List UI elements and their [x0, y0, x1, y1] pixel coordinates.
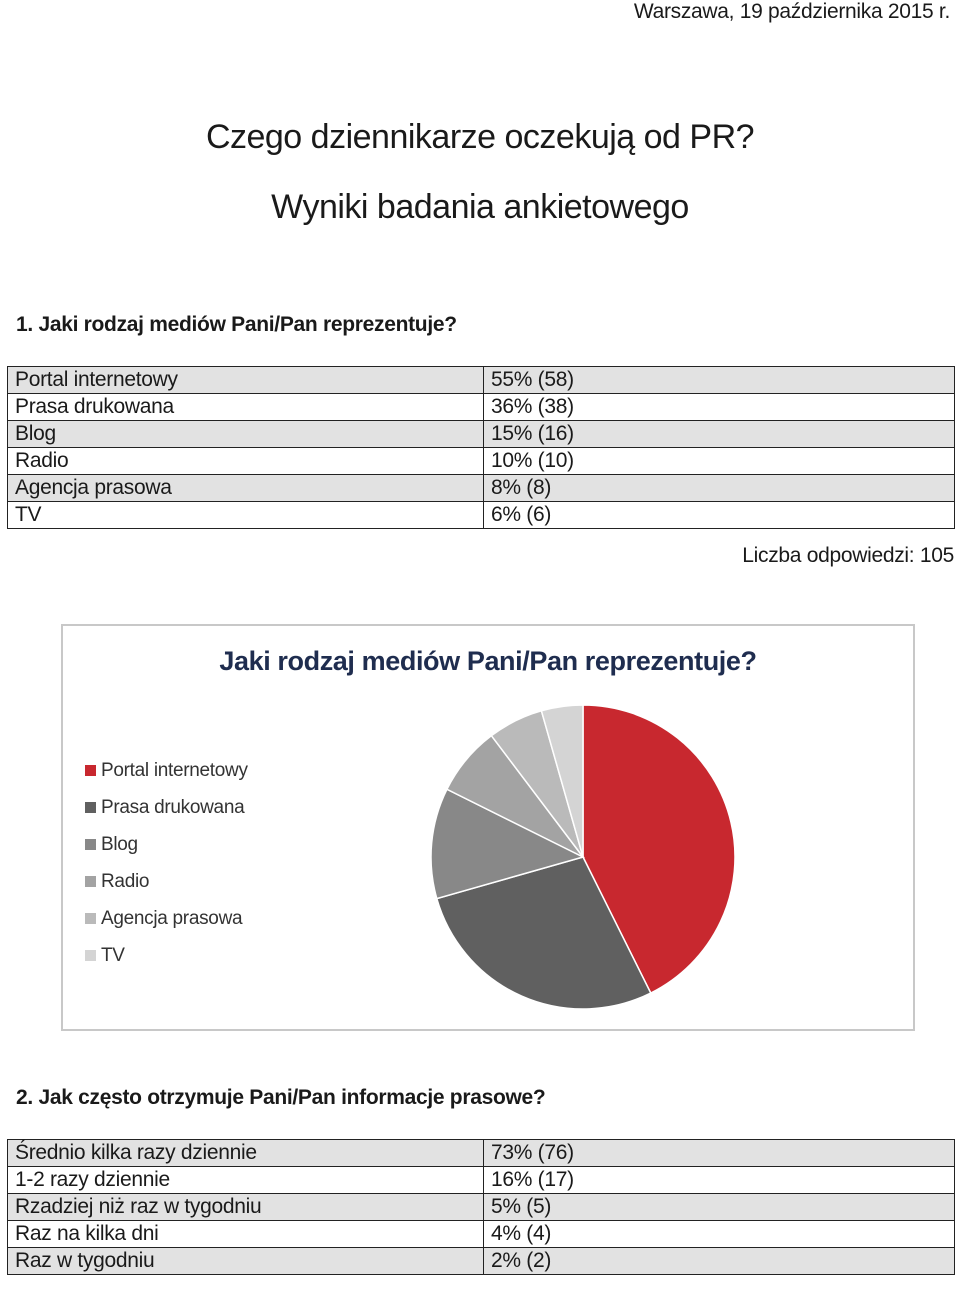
answer-label: Portal internetowy [7, 366, 484, 394]
answer-label: Raz w tygodniu [7, 1247, 484, 1275]
legend-label: Radio [101, 870, 150, 892]
legend-swatch [85, 802, 96, 813]
pie-slice [582, 704, 736, 995]
answer-value: 10% (10) [483, 447, 955, 475]
answer-value: 16% (17) [483, 1166, 955, 1194]
table-row: 1-2 razy dziennie 16% (17) [7, 1166, 955, 1194]
pie-slice [430, 788, 586, 900]
answer-label: Średnio kilka razy dziennie [7, 1139, 484, 1167]
legend-entry: Prasa drukowana [85, 789, 248, 826]
answer-value: 15% (16) [483, 420, 955, 448]
answer-label: Rzadziej niż raz w tygodniu [7, 1193, 484, 1221]
legend-label: Blog [101, 833, 138, 855]
question-2-table: Średnio kilka razy dziennie 73% (76) 1-2… [7, 1139, 955, 1275]
answer-value: 4% (4) [483, 1220, 955, 1248]
legend-swatch [85, 765, 96, 776]
table-row: TV 6% (6) [7, 501, 955, 529]
table-row: Raz na kilka dni 4% (4) [7, 1220, 955, 1248]
answer-value: 8% (8) [483, 474, 955, 502]
answer-value: 73% (76) [483, 1139, 955, 1167]
table-row: Prasa drukowana 36% (38) [7, 393, 955, 421]
answer-value: 5% (5) [483, 1193, 955, 1221]
answer-label: Radio [7, 447, 484, 475]
response-count: Liczba odpowiedzi: 105 [742, 544, 954, 567]
legend-label: TV [101, 944, 125, 966]
answer-value: 36% (38) [483, 393, 955, 421]
legend-swatch [85, 950, 96, 961]
chart-title: Jaki rodzaj mediów Pani/Pan reprezentuje… [219, 646, 757, 676]
legend-entry: Blog [85, 826, 248, 863]
answer-value: 6% (6) [483, 501, 955, 529]
answer-label: Blog [7, 420, 484, 448]
legend-label: Portal internetowy [101, 759, 248, 781]
table-row: Rzadziej niż raz w tygodniu 5% (5) [7, 1193, 955, 1221]
answer-value: 2% (2) [483, 1247, 955, 1275]
table-row: Raz w tygodniu 2% (2) [7, 1247, 955, 1275]
table-row: Radio 10% (10) [7, 447, 955, 475]
answer-label: Agencja prasowa [7, 474, 484, 502]
pie-chart [430, 704, 736, 1010]
legend-label: Prasa drukowana [101, 796, 245, 818]
legend-swatch [85, 839, 96, 850]
answer-label: Raz na kilka dni [7, 1220, 484, 1248]
answer-label: 1-2 razy dziennie [7, 1166, 484, 1194]
legend-entry: Agencja prasowa [85, 900, 248, 937]
pie-chart-frame: Jaki rodzaj mediów Pani/Pan reprezentuje… [61, 624, 915, 1031]
legend-swatch [85, 876, 96, 887]
document-title: Czego dziennikarze oczekują od PR? [205, 118, 755, 156]
table-row: Blog 15% (16) [7, 420, 955, 448]
legend-swatch [85, 913, 96, 924]
legend-entry: Portal internetowy [85, 752, 248, 789]
question-1-table: Portal internetowy 55% (58) Prasa drukow… [7, 366, 955, 529]
document-date: Warszawa, 19 października 2015 r. [633, 0, 950, 23]
table-row: Średnio kilka razy dziennie 73% (76) [7, 1139, 955, 1167]
legend-entry: TV [85, 937, 248, 974]
answer-label: Prasa drukowana [7, 393, 484, 421]
pie-slice [540, 704, 584, 858]
answer-label: TV [7, 501, 484, 529]
table-row: Portal internetowy 55% (58) [7, 366, 955, 394]
chart-legend: Portal internetowy Prasa drukowana Blog Rad… [85, 752, 248, 974]
question-2-heading: 2. Jak często otrzymuje Pani/Pan informa… [16, 1086, 546, 1109]
pie-slice [435, 856, 652, 1010]
document-subtitle: Wyniki badania ankietowego [271, 188, 689, 226]
legend-entry: Radio [85, 863, 248, 900]
legend-label: Agencja prasowa [101, 907, 243, 929]
question-1-heading: 1. Jaki rodzaj mediów Pani/Pan reprezent… [16, 313, 457, 336]
answer-value: 55% (58) [483, 366, 955, 394]
table-row: Agencja prasowa 8% (8) [7, 474, 955, 502]
